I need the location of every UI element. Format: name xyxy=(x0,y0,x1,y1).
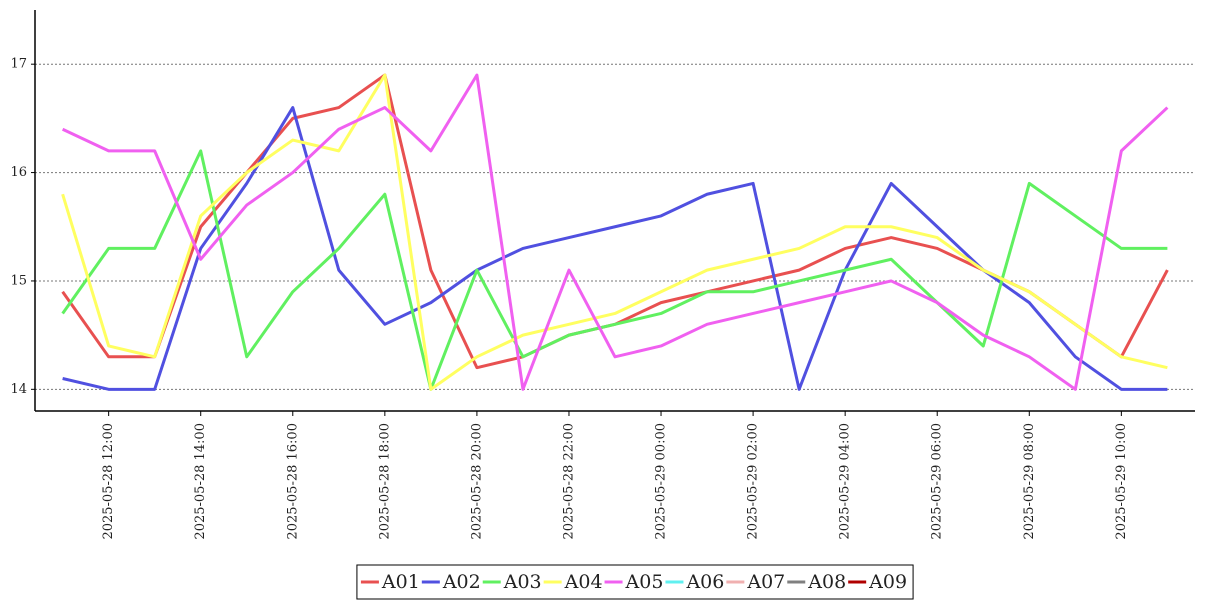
x-tick-label: 2025-05-29 04:00 xyxy=(838,423,853,540)
legend-item: A05 xyxy=(604,571,664,593)
legend-box xyxy=(356,564,914,600)
legend-label: A07 xyxy=(746,571,785,593)
series-line xyxy=(61,73,1169,391)
x-tick-label: 2025-05-28 16:00 xyxy=(285,423,300,540)
x-tick-label: 2025-05-28 20:00 xyxy=(469,423,484,540)
legend-label: A04 xyxy=(564,571,603,593)
x-tick-label: 2025-05-28 18:00 xyxy=(377,423,392,540)
legend-item: A03 xyxy=(482,571,542,593)
series-line xyxy=(62,106,1168,391)
x-tick-label: 2025-05-29 08:00 xyxy=(1022,423,1037,540)
legend-label: A03 xyxy=(503,571,542,593)
x-tick-label: 2025-05-29 02:00 xyxy=(746,423,761,540)
legend: A01 A02 A03 A04 A05 A06 A07 A08 A09 xyxy=(356,564,914,600)
legend-label: A01 xyxy=(381,571,420,593)
legend-item: A09 xyxy=(848,571,907,593)
legend-label: A05 xyxy=(625,571,664,593)
legend-item: A06 xyxy=(665,571,724,593)
x-tick-label: 2025-05-28 22:00 xyxy=(561,423,576,540)
legend-item: A04 xyxy=(543,571,603,593)
x-tick-label: 2025-05-29 06:00 xyxy=(930,423,945,540)
x-tick-label: 2025-05-28 12:00 xyxy=(101,423,116,540)
legend-label: A08 xyxy=(807,571,846,593)
legend-item: A01 xyxy=(360,571,420,593)
legend-item: A02 xyxy=(421,571,481,593)
legend-label: A06 xyxy=(685,571,724,593)
x-tick-label: 2025-05-29 00:00 xyxy=(654,423,669,540)
legend-label: A09 xyxy=(868,571,907,593)
y-tick-label: 16 xyxy=(10,165,27,180)
y-tick-label: 17 xyxy=(10,57,27,72)
series-line xyxy=(61,73,1168,391)
x-tick-label: 2025-05-28 14:00 xyxy=(193,423,208,540)
y-tick-label: 14 xyxy=(10,382,27,397)
legend-item: A07 xyxy=(726,571,785,593)
series-line xyxy=(61,149,1168,391)
legend-item: A08 xyxy=(787,571,846,593)
legend-label: A02 xyxy=(442,571,481,593)
y-tick-label: 15 xyxy=(10,273,27,288)
x-tick-label: 2025-05-29 10:00 xyxy=(1114,423,1129,540)
